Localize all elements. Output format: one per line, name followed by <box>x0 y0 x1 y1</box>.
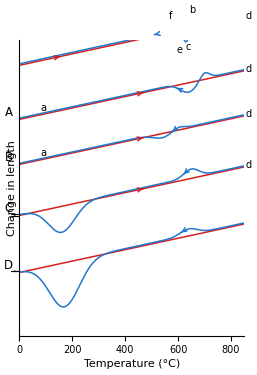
Text: d: d <box>245 109 252 119</box>
Text: b: b <box>189 5 195 15</box>
Text: d: d <box>245 64 252 74</box>
Text: B: B <box>5 151 13 164</box>
X-axis label: Temperature (°C): Temperature (°C) <box>84 360 180 369</box>
Text: f: f <box>169 11 172 21</box>
Text: d: d <box>245 11 252 21</box>
Text: A: A <box>5 106 13 118</box>
Text: C: C <box>5 202 13 214</box>
Text: e: e <box>176 45 182 55</box>
Text: c: c <box>186 42 191 52</box>
Text: D: D <box>4 259 13 272</box>
Text: a: a <box>40 148 46 158</box>
Text: a: a <box>40 103 46 113</box>
Y-axis label: Change in length: Change in length <box>7 140 17 236</box>
Text: d: d <box>245 160 252 170</box>
